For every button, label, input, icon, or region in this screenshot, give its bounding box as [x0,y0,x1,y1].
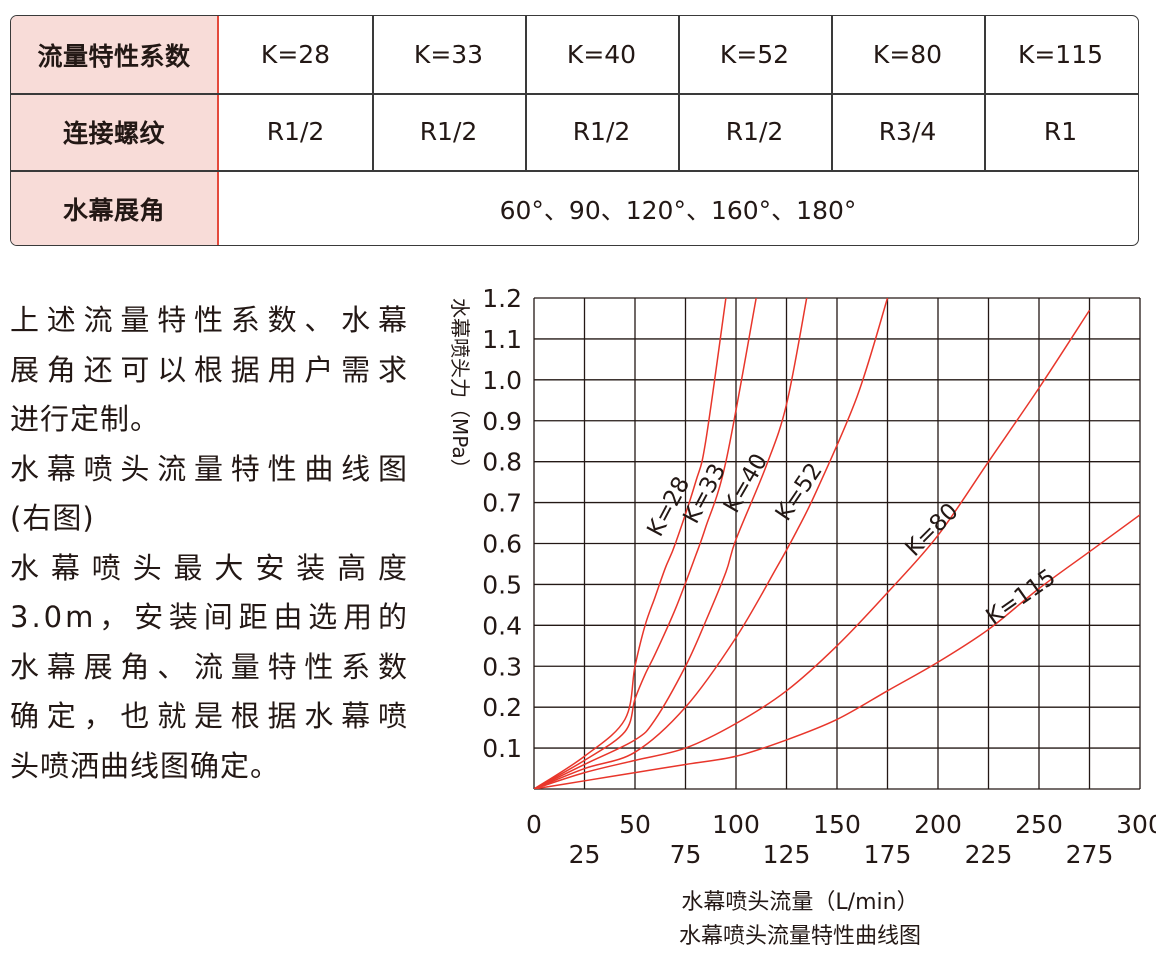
description-line: (右图) [10,501,95,535]
x-tick-label: 200 [914,810,962,839]
description-line: 上述流量特性系数、水幕 [10,303,410,337]
k-value-cell: K=40 [566,40,637,69]
k-value-cell: K=52 [719,40,790,69]
chart-ticks: 0.1 0.2 0.3 0.4 0.5 0.6 0.7 0.8 0.9 1.0 1.1 1.2 0 25 5… [482,284,1156,869]
thread-cell: R3/4 [878,117,937,146]
col-rule [372,16,374,170]
col-rule [831,16,833,170]
spray-angle-value: 60°、90、120°、160°、180° [499,195,857,225]
header-k-factor: 流量特性系数 [37,41,191,71]
x-tick-label: 0 [526,810,542,839]
description-line: 水幕喷头最大安装高度 [10,550,410,585]
header-spray-angle: 水幕展角 [62,195,165,225]
x-tick-label: 50 [619,810,651,839]
description-line: 头喷洒曲线图确定。 [10,748,281,783]
thread-cell: R1/2 [725,117,784,146]
series-line [534,514,1140,789]
k-value-cell: K=28 [260,40,331,69]
y-tick-label: 0.9 [482,407,522,436]
x-tick-label: 275 [1066,840,1114,869]
header-divider [217,16,219,245]
description-line: 展角还可以根据用户需求 [10,352,410,387]
y-tick-label: 1.1 [482,325,522,354]
series-label: K=115 [981,564,1060,630]
y-tick-label: 0.3 [482,652,522,681]
thread-cell: R1/2 [266,117,325,146]
description-text: 上述流量特性系数、水幕 展角还可以根据用户需求 进行定制。 水幕喷头流量特性曲线… [10,296,410,791]
chart-title: 水幕喷头流量特性曲线图 [678,924,921,949]
col-rule [525,16,527,170]
col-rule [678,16,680,170]
y-tick-label: 0.5 [482,570,522,599]
y-tick-label: 1.0 [482,366,522,395]
header-thread: 连接螺纹 [62,118,165,148]
y-tick-label: 0.1 [482,734,522,763]
description-line: 3.0m，安装间距由选用的 [10,600,410,634]
header-column-background [11,16,217,245]
y-tick-label: 0.8 [482,448,522,477]
x-tick-label: 175 [864,840,912,869]
thread-cell: R1/2 [419,117,478,146]
x-tick-label: 225 [965,840,1013,869]
series-label: K=80 [900,498,963,561]
x-tick-label: 300 [1116,810,1156,839]
series-line [534,309,1091,789]
k-value-cell: K=80 [872,40,943,69]
y-tick-label: 1.2 [482,284,522,313]
series-line [534,298,727,789]
thread-cell: R1 [1043,117,1078,146]
y-tick-label: 0.4 [482,611,522,640]
x-tick-label: 125 [763,840,811,869]
series-label: K=52 [771,458,828,525]
thread-cell: R1/2 [572,117,631,146]
x-tick-label: 250 [1015,810,1063,839]
row-rule [11,93,1138,95]
spec-table: 流量特性系数 连接螺纹 水幕展角 K=28 K=33 K=40 K=52 K=8… [10,15,1139,246]
k-value-cell: K=33 [413,40,484,69]
x-tick-label: 75 [670,840,702,869]
y-tick-label: 0.6 [482,530,522,559]
series-line [534,298,808,789]
description-line: 进行定制。 [10,402,161,436]
x-tick-label: 25 [569,840,601,869]
y-axis-label: 水幕喷头力（MPa） [448,298,472,479]
description-line: 水幕喷头流量特性曲线图 [10,451,410,486]
series-line [534,298,757,789]
y-tick-label: 0.7 [482,489,522,518]
description-line: 水幕展角、流量特性系数 [10,649,410,684]
chart-curves [534,298,1140,789]
row-rule [11,170,1138,172]
y-tick-label: 0.2 [482,693,522,722]
k-value-cell: K=115 [1017,40,1104,69]
x-tick-label: 100 [712,810,760,839]
description-line: 确定，也就是根据水幕喷 [10,699,410,733]
x-axis-label: 水幕喷头流量（L/min） [681,890,919,915]
series-line [534,298,889,789]
chart-grid [533,297,1141,790]
col-rule [984,16,986,170]
x-tick-label: 150 [813,810,861,839]
